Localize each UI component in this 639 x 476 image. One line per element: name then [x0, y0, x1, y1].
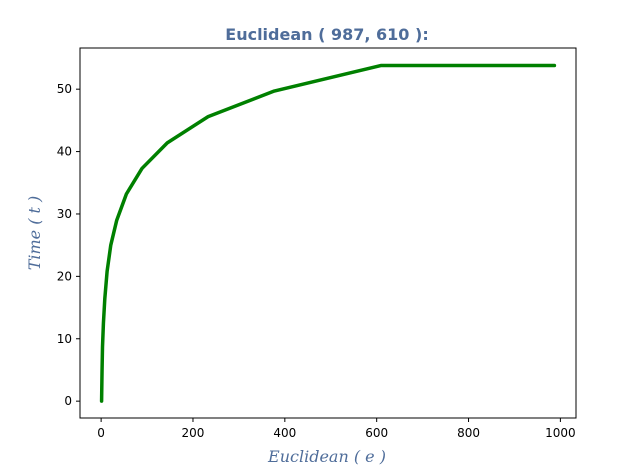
x-tick-label: 400 — [273, 426, 296, 440]
x-tick-label: 1000 — [545, 426, 576, 440]
y-axis-label: Time ( t ) — [25, 196, 44, 271]
y-tick-label: 50 — [57, 82, 72, 96]
x-tick-label: 600 — [365, 426, 388, 440]
x-tick-label: 200 — [182, 426, 205, 440]
y-tick-label: 40 — [57, 145, 72, 159]
y-tick-label: 20 — [57, 269, 72, 283]
plot-frame — [79, 47, 577, 419]
plot-area: 0 200 400 600 800 1000 0 10 20 30 40 50 — [57, 47, 577, 440]
chart-title: Euclidean ( 987, 610 ): — [225, 25, 428, 44]
y-tick-label: 0 — [64, 394, 72, 408]
series-line-0 — [99, 63, 557, 403]
y-tick-label: 10 — [57, 332, 72, 346]
y-tick-label: 30 — [57, 207, 72, 221]
x-axis-label: Euclidean ( e ) — [267, 447, 386, 466]
x-tick-label: 800 — [457, 426, 480, 440]
x-tick-label: 0 — [97, 426, 105, 440]
